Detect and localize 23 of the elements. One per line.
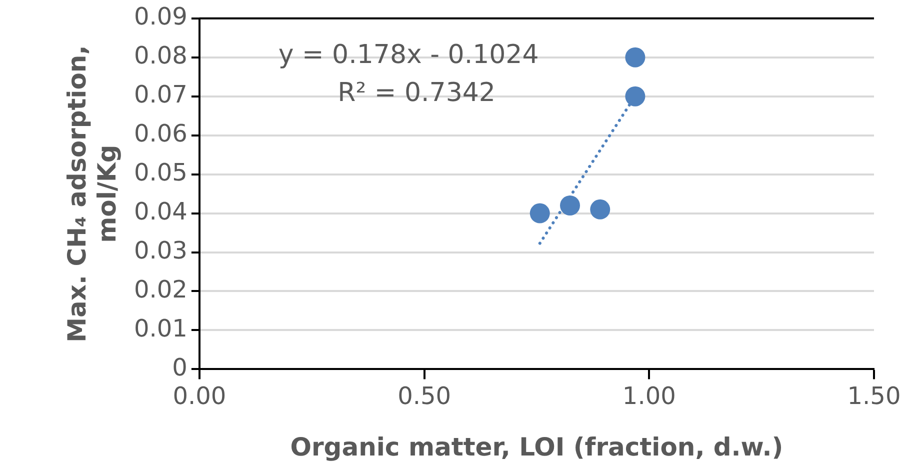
annotation: R² = 0.7342	[338, 78, 496, 108]
x-tick-label: 0.00	[172, 382, 226, 410]
y-tick-label: 0.08	[134, 42, 188, 70]
y-tick-label: 0.01	[134, 314, 188, 342]
y-tick-label: 0.05	[134, 158, 188, 187]
x-tick-label: 1.00	[622, 382, 676, 410]
y-axis-title: Max. CH₄ adsorption, mol/Kg	[62, 45, 122, 342]
y-tick-label: 0.07	[134, 80, 188, 109]
annotation: y = 0.178x - 0.1024	[278, 40, 539, 70]
x-tick-label: 1.50	[847, 382, 901, 410]
y-tick-label: 0	[172, 353, 188, 382]
y-tick-label: 0.09	[134, 2, 188, 31]
point	[560, 195, 580, 216]
point	[625, 86, 646, 106]
y-tick-label: 0.06	[134, 120, 188, 148]
point	[530, 203, 550, 224]
y-tick-label: 0.04	[134, 198, 188, 226]
x-axis-title: Organic matter, LOI (fraction, d.w.)	[290, 432, 784, 462]
point	[625, 47, 646, 68]
y-tick-label: 0.02	[134, 275, 188, 304]
x-tick-label: 0.50	[398, 382, 452, 410]
y-tick-label: 0.03	[134, 236, 188, 264]
point	[590, 199, 610, 220]
